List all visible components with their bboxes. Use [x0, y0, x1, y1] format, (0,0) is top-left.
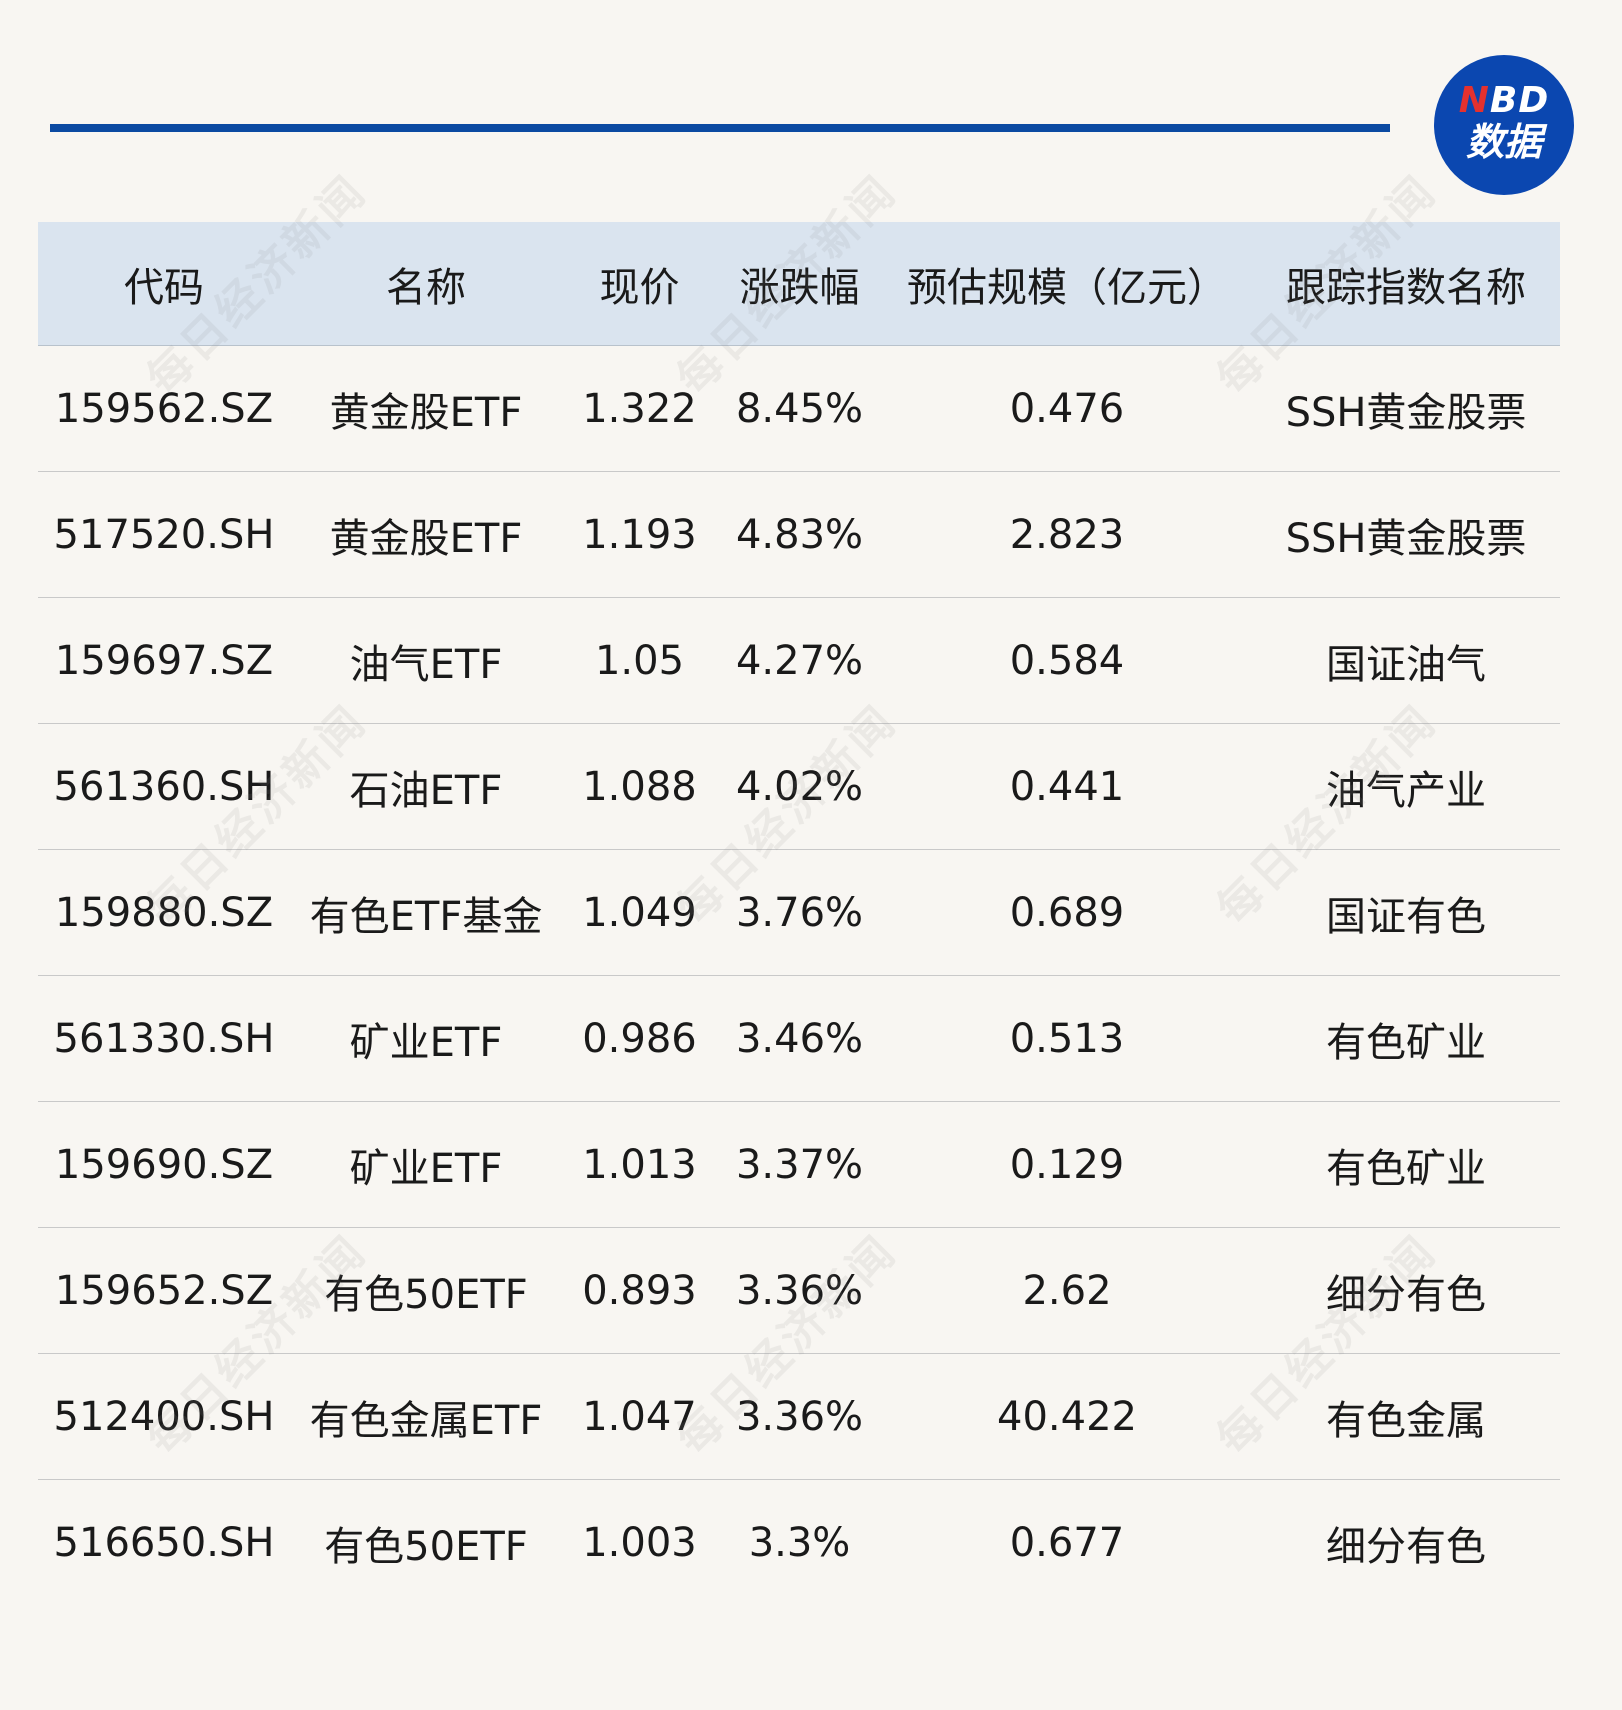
cell-name: 石油ETF — [349, 767, 503, 814]
header-index: 跟踪指数名称 — [1286, 264, 1526, 311]
cell-price: 1.322 — [582, 385, 697, 432]
cell-code: 159652.SZ — [54, 1267, 274, 1314]
cell-name: 有色金属ETF — [309, 1397, 543, 1444]
cell-scale: 0.476 — [1009, 385, 1125, 432]
table-row: 561360.SH 石油ETF 1.088 4.02% 0.441 油气产业 — [38, 724, 1560, 850]
cell-scale: 2.823 — [1009, 511, 1125, 558]
header-name: 名称 — [386, 264, 466, 311]
cell-code: 517520.SH — [53, 511, 275, 558]
cell-name: 黄金股ETF — [329, 515, 523, 562]
cell-code: 516650.SH — [53, 1520, 275, 1566]
table-row: 159880.SZ 有色ETF基金 1.049 3.76% 0.689 国证有色 — [38, 850, 1560, 976]
header-scale: 预估规模（亿元） — [907, 264, 1227, 311]
table-body: 159562.SZ 黄金股ETF 1.322 8.45% 0.476 SSH黄金股票 517… — [38, 346, 1560, 1606]
cell-index: SSH黄金股票 — [1285, 515, 1527, 562]
table-row: 512400.SH 有色金属ETF 1.047 3.36% 40.422 有色金属 — [38, 1354, 1560, 1480]
cell-scale: 0.129 — [1009, 1141, 1125, 1188]
header-code: 代码 — [124, 264, 204, 311]
logo-data-text: 数据 — [1465, 120, 1542, 164]
cell-index: 有色矿业 — [1326, 1145, 1486, 1192]
cell-index: 有色矿业 — [1326, 1019, 1486, 1066]
cell-price: 1.013 — [582, 1141, 697, 1188]
cell-price: 1.193 — [582, 511, 697, 558]
cell-name: 矿业ETF — [349, 1019, 503, 1066]
cell-scale: 0.677 — [1009, 1520, 1125, 1566]
cell-code: 561360.SH — [53, 763, 275, 810]
logo-nbd-text: NBD — [1458, 80, 1550, 121]
table-row: 159562.SZ 黄金股ETF 1.322 8.45% 0.476 SSH黄金股票 — [38, 346, 1560, 472]
cell-index: 油气产业 — [1326, 767, 1486, 814]
table-row: 159652.SZ 有色50ETF 0.893 3.36% 2.62 细分有色 — [38, 1228, 1560, 1354]
cell-price: 1.088 — [582, 763, 697, 810]
cell-code: 159562.SZ — [54, 385, 274, 432]
cell-index: 细分有色 — [1326, 1524, 1486, 1570]
cell-price: 0.893 — [582, 1267, 697, 1314]
table-row: 159697.SZ 油气ETF 1.05 4.27% 0.584 国证油气 — [38, 598, 1560, 724]
cell-change: 4.27% — [735, 637, 864, 684]
header-change: 涨跌幅 — [739, 264, 860, 311]
cell-index: 国证有色 — [1326, 893, 1486, 940]
cell-name: 矿业ETF — [349, 1145, 503, 1192]
cell-index: 国证油气 — [1326, 641, 1486, 688]
table-row: 561330.SH 矿业ETF 0.986 3.46% 0.513 有色矿业 — [38, 976, 1560, 1102]
cell-index: 细分有色 — [1326, 1271, 1486, 1318]
cell-scale: 40.422 — [997, 1393, 1137, 1440]
cell-scale: 2.62 — [1022, 1267, 1112, 1314]
cell-index: 有色金属 — [1326, 1397, 1486, 1444]
cell-change: 8.45% — [735, 385, 864, 432]
top-rule — [50, 124, 1390, 132]
cell-change: 3.37% — [735, 1141, 864, 1188]
cell-scale: 0.441 — [1009, 763, 1125, 810]
cell-index: SSH黄金股票 — [1285, 389, 1527, 436]
table-row: 516650.SH 有色50ETF 1.003 3.3% 0.677 细分有色 — [38, 1480, 1560, 1606]
nbd-data-logo: NBD 数据 — [1434, 55, 1574, 195]
cell-code: 512400.SH — [53, 1393, 275, 1440]
table-header-row: 代码 名称 现价 涨跌幅 预估规模（亿元） 跟踪指数名称 — [38, 222, 1560, 346]
cell-scale: 0.513 — [1009, 1015, 1125, 1062]
header-price: 现价 — [599, 264, 680, 311]
cell-name: 有色ETF基金 — [309, 893, 543, 940]
cell-code: 159697.SZ — [54, 637, 274, 684]
cell-scale: 0.689 — [1009, 889, 1125, 936]
cell-code: 159880.SZ — [54, 889, 274, 936]
cell-price: 1.049 — [582, 889, 697, 936]
cell-change: 3.3% — [748, 1520, 851, 1566]
table-row: 159690.SZ 矿业ETF 1.013 3.37% 0.129 有色矿业 — [38, 1102, 1560, 1228]
cell-change: 3.36% — [735, 1393, 864, 1440]
cell-code: 561330.SH — [53, 1015, 275, 1062]
cell-price: 1.047 — [582, 1393, 697, 1440]
etf-table: 代码 名称 现价 涨跌幅 预估规模（亿元） 跟踪指数名称 159562.SZ 黄金… — [38, 222, 1560, 1606]
cell-name: 有色50ETF — [324, 1271, 528, 1318]
cell-change: 3.36% — [735, 1267, 864, 1314]
table-row: 517520.SH 黄金股ETF 1.193 4.83% 2.823 SSH黄金股票 — [38, 472, 1560, 598]
cell-price: 1.003 — [582, 1520, 697, 1566]
cell-change: 3.46% — [735, 1015, 864, 1062]
cell-scale: 0.584 — [1009, 637, 1125, 684]
cell-name: 油气ETF — [349, 641, 503, 688]
cell-name: 有色50ETF — [324, 1524, 528, 1570]
cell-change: 4.83% — [735, 511, 864, 558]
cell-price: 0.986 — [582, 1015, 697, 1062]
cell-name: 黄金股ETF — [329, 389, 523, 436]
cell-price: 1.05 — [594, 637, 685, 684]
cell-code: 159690.SZ — [54, 1141, 274, 1188]
cell-change: 4.02% — [735, 763, 864, 810]
cell-change: 3.76% — [735, 889, 864, 936]
